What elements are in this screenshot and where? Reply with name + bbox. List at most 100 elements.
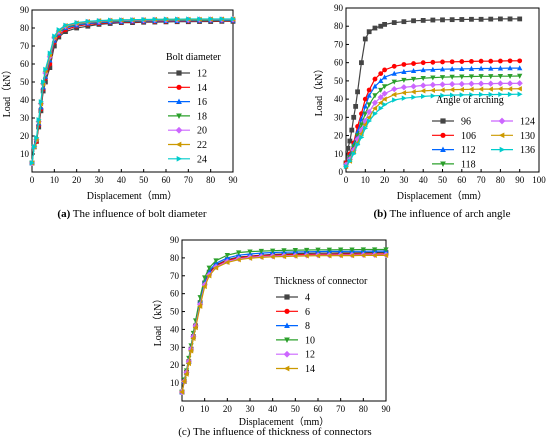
data-point-b-96-23 [488,16,494,22]
data-point-c-14-24 [371,252,377,259]
data-point-a-24-2 [34,135,40,141]
legend-label-c-10: 10 [305,335,315,346]
data-point-c-10-22 [349,247,355,253]
legend-marker-c-14 [283,365,290,372]
y-tick-label-b-6: 60 [334,58,344,68]
y-tick-label-b-2: 20 [334,131,344,141]
data-point-b-112-8 [378,78,384,84]
data-point-b-136-19 [478,91,484,98]
data-point-b-96-12 [382,22,387,27]
data-point-b-106-16 [449,59,455,65]
legend-label-c-6: 6 [305,307,310,318]
legend-marker-a-20 [175,126,183,134]
data-point-b-118-20 [488,74,494,80]
series-line-b-112 [345,67,520,165]
data-point-b-124-7 [371,99,379,106]
legend-item-c-10: 10 [276,335,315,346]
legend-label-a-16: 16 [197,97,207,108]
panel-a-bolt-diameter: 0 10 20 30 40 50 60 70 80 90 10 20 30 40 50 60 70 80 90 Di… [1,5,238,220]
data-point-b-136-2 [351,151,357,157]
x-tick-label-c-9: 90 [382,404,392,414]
data-point-b-136-21 [498,91,504,98]
y-tick-label-c-6: 70 [170,271,180,281]
data-point-b-118-22 [507,73,513,80]
legend-title-a: Bolt diameter [166,52,221,63]
y-tick-label-a-5: 60 [20,59,30,69]
data-point-c-10-10 [213,258,219,264]
data-point-b-130-14 [429,87,436,94]
data-point-b-106-11 [401,62,407,67]
data-point-b-96-10 [372,25,378,31]
data-point-b-136-1 [347,158,353,164]
data-point-a-24-1 [32,144,38,150]
data-point-b-106-6 [366,87,372,93]
legend-a: 12 14 16 18 20 22 24 [168,69,207,165]
data-point-a-24-21 [186,16,192,22]
data-point-a-24-14 [108,17,114,23]
legend-marker-a-12 [176,70,182,76]
legend-title-c: Thickness of connector [274,276,368,287]
legend-c: 4 6 8 10 12 14 [276,293,315,375]
legend-marker-b-118 [440,161,446,168]
data-point-b-136-8 [378,105,384,111]
x-tick-label-b-9: 90 [515,175,525,185]
data-point-c-14-21 [337,252,343,259]
legend-marker-a-16 [176,98,182,104]
series-b-136 [343,91,523,170]
data-point-b-112-11 [401,68,407,74]
data-point-b-118-12 [410,76,417,82]
legend-label-b-118: 118 [461,159,476,170]
data-point-b-124-6 [366,108,373,115]
data-point-b-96-8 [362,36,368,42]
data-point-b-130-9 [381,96,387,102]
legend-item-a-20: 20 [168,126,207,137]
data-point-b-96-26 [517,16,523,22]
y-tick-label-b-5: 50 [334,76,344,86]
y-tick-label-c-7: 80 [170,253,180,263]
data-point-c-10-11 [224,253,230,259]
x-tick-label-a-4: 40 [117,175,127,185]
legend-item-b-112: 112 [432,145,476,156]
legend-label-c-4: 4 [305,293,310,304]
data-point-b-130-17 [458,86,464,93]
data-point-b-118-14 [430,75,436,81]
panel-c-connector-thickness: 0 10 20 30 40 50 60 70 80 90 10 20 30 40 50 60 70 80 90 Di… [152,235,391,438]
y-tick-label-b-0: 0 [339,167,344,177]
x-axis-label-a: Displacement（mm） [87,190,178,202]
y-tick-label-b-9: 90 [334,3,344,13]
data-point-b-96-4 [351,114,357,120]
data-point-b-136-20 [488,91,494,98]
data-point-b-96-3 [349,127,355,133]
data-point-b-112-18 [468,65,475,71]
x-tick-label-c-6: 60 [314,404,324,414]
data-point-b-136-0 [343,163,349,170]
data-point-b-112-16 [449,66,455,72]
legend-item-c-6: 6 [276,307,310,318]
data-point-b-124-21 [497,80,504,87]
x-tick-label-c-3: 30 [246,404,256,414]
panel-b-arch-angle: 0 10 20 30 40 50 60 70 80 90 100 0 10 20 30 40 50 60 70 80 9… [313,3,546,220]
data-point-b-124-16 [449,81,456,88]
y-tick-label-c-8: 90 [170,235,180,245]
data-point-b-106-10 [391,63,397,69]
caption-a-letter: (a) [57,208,70,220]
y-tick-label-a-2: 30 [20,113,30,123]
data-point-b-106-15 [440,59,445,65]
data-point-c-14-22 [349,252,355,259]
data-point-b-130-23 [516,86,522,92]
legend-label-a-18: 18 [197,111,207,122]
legend-label-c-12: 12 [305,350,315,361]
data-point-b-136-3 [355,142,361,148]
y-tick-label-c-3: 40 [170,324,180,334]
data-point-b-118-19 [478,74,484,80]
data-point-c-14-3 [185,360,191,367]
y-tick-label-a-4: 50 [20,77,30,87]
legend-marker-a-22 [175,141,182,148]
data-point-b-112-5 [362,103,368,109]
legend-label-a-22: 22 [197,140,207,151]
x-tick-label-a-0: 0 [30,175,35,185]
data-point-b-96-1 [345,145,351,151]
data-point-b-96-25 [507,16,513,22]
legend-item-b-124: 124 [491,117,535,128]
